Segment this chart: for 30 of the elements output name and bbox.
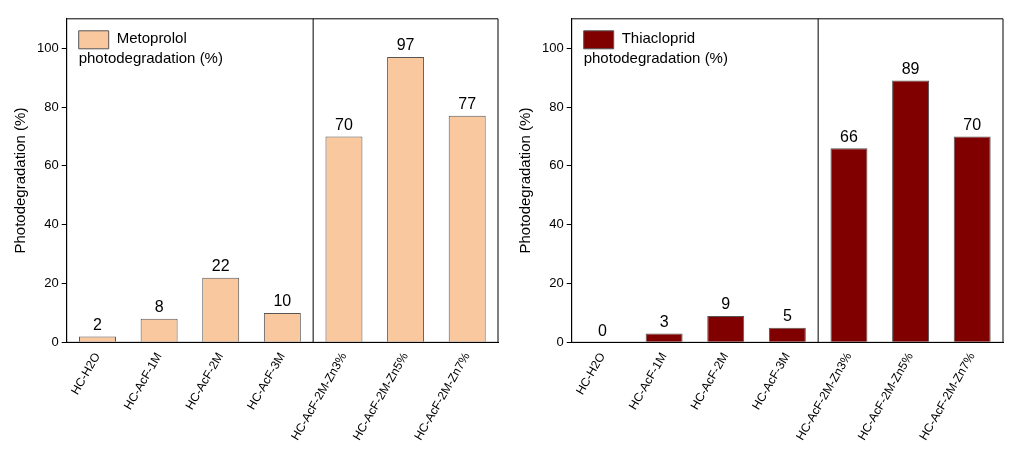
data-label: 70: [335, 115, 353, 133]
y-tick-label: 100: [541, 39, 564, 55]
y-axis-title: Photodegradation (%): [11, 107, 29, 254]
data-label: 10: [273, 292, 292, 310]
data-label: 9: [721, 295, 731, 313]
y-tick-label: 60: [44, 157, 59, 173]
data-label: 70: [963, 115, 982, 133]
data-label: 0: [598, 321, 608, 339]
y-tick-label: 0: [556, 333, 564, 349]
y-tick-label: 20: [44, 275, 59, 291]
y-tick-label: 0: [51, 333, 59, 349]
y-tick-label: 40: [549, 216, 564, 232]
data-label: 89: [901, 59, 920, 77]
data-label: 5: [782, 307, 792, 325]
data-label: 66: [840, 127, 858, 145]
y-tick-label: 100: [36, 39, 59, 55]
data-label: 8: [154, 298, 164, 316]
data-label: 3: [659, 312, 669, 330]
data-label: 97: [396, 36, 415, 54]
y-tick-label: 60: [549, 157, 564, 173]
legend-label: Metoprolol photodegradation (%): [78, 29, 223, 67]
y-tick-label: 80: [549, 98, 564, 114]
y-axis-title: Photodegradation (%): [516, 107, 534, 254]
data-label: 2: [93, 315, 103, 333]
y-tick-label: 20: [549, 275, 564, 291]
y-tick-label: 80: [44, 98, 59, 114]
legend-label: Thiacloprid photodegradation (%): [583, 29, 728, 67]
y-tick-label: 40: [44, 216, 59, 232]
data-label: 77: [458, 95, 477, 113]
data-label: 22: [211, 257, 230, 275]
